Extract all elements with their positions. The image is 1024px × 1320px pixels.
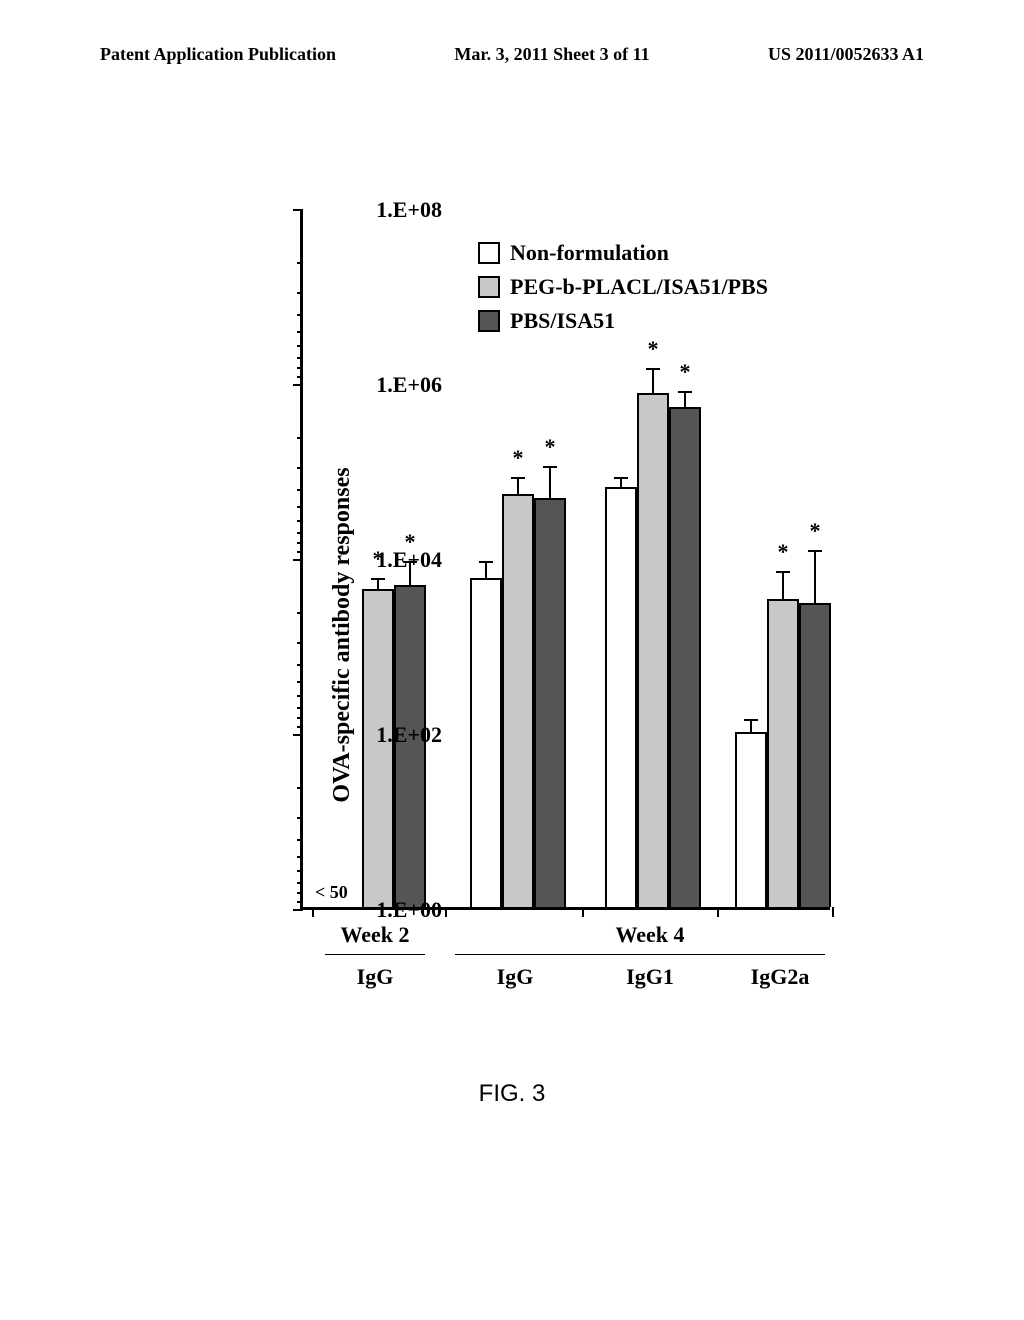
error-cap bbox=[614, 477, 628, 479]
y-minor-tick bbox=[297, 817, 303, 819]
y-minor-tick bbox=[297, 726, 303, 728]
bar-chart: OVA-specific antibody responses Non-form… bbox=[180, 200, 860, 1070]
y-minor-tick bbox=[297, 292, 303, 294]
header-left: Patent Application Publication bbox=[100, 44, 336, 65]
y-minor-tick bbox=[297, 839, 303, 841]
y-minor-tick bbox=[297, 357, 303, 359]
error-cap bbox=[808, 550, 822, 552]
bar-group: ** bbox=[735, 599, 831, 907]
y-minor-tick bbox=[297, 664, 303, 666]
significance-marker: * bbox=[648, 336, 659, 362]
y-minor-tick bbox=[297, 506, 303, 508]
legend-swatch bbox=[478, 276, 500, 298]
y-minor-tick bbox=[297, 870, 303, 872]
y-minor-tick bbox=[297, 882, 303, 884]
y-minor-tick bbox=[297, 331, 303, 333]
y-tick-label: 1.E+08 bbox=[376, 197, 442, 223]
x-tick bbox=[445, 907, 447, 917]
legend-item: PBS/ISA51 bbox=[478, 308, 768, 334]
significance-marker: * bbox=[778, 539, 789, 565]
y-minor-tick bbox=[297, 542, 303, 544]
y-minor-tick bbox=[297, 612, 303, 614]
y-minor-tick bbox=[297, 717, 303, 719]
header-right: US 2011/0052633 A1 bbox=[768, 44, 924, 65]
error-cap bbox=[371, 578, 385, 580]
y-minor-tick bbox=[297, 681, 303, 683]
error-cap bbox=[776, 571, 790, 573]
legend-label: PEG-b-PLACL/ISA51/PBS bbox=[510, 274, 768, 300]
header-center: Mar. 3, 2011 Sheet 3 of 11 bbox=[454, 44, 649, 65]
x-tick bbox=[312, 907, 314, 917]
y-tick-label: 1.E+02 bbox=[376, 722, 442, 748]
bar-group: ** bbox=[470, 494, 566, 907]
y-minor-tick bbox=[297, 551, 303, 553]
y-minor-tick bbox=[297, 787, 303, 789]
figure-caption: FIG. 3 bbox=[479, 1080, 546, 1108]
y-minor-tick bbox=[297, 376, 303, 378]
bar bbox=[637, 393, 669, 908]
week-label: Week 2 bbox=[340, 922, 409, 948]
error-cap bbox=[646, 368, 660, 370]
error-cap bbox=[511, 477, 525, 479]
bar bbox=[605, 487, 637, 907]
y-minor-tick bbox=[297, 367, 303, 369]
y-minor-tick bbox=[297, 707, 303, 709]
ig-label: IgG1 bbox=[626, 964, 674, 990]
bar-group: ** bbox=[605, 393, 701, 908]
y-tick bbox=[293, 909, 303, 911]
y-minor-tick bbox=[297, 262, 303, 264]
week-label: Week 4 bbox=[615, 922, 684, 948]
error-cap bbox=[543, 466, 557, 468]
bar bbox=[767, 599, 799, 907]
legend-label: Non-formulation bbox=[510, 240, 669, 266]
y-minor-tick bbox=[297, 892, 303, 894]
legend: Non-formulation PEG-b-PLACL/ISA51/PBS PB… bbox=[478, 240, 768, 342]
y-tick-label: 1.E+04 bbox=[376, 547, 442, 573]
error-cap bbox=[678, 391, 692, 393]
y-minor-tick bbox=[297, 695, 303, 697]
legend-item: Non-formulation bbox=[478, 240, 768, 266]
error-cap bbox=[479, 561, 493, 563]
y-minor-tick bbox=[297, 314, 303, 316]
legend-label: PBS/ISA51 bbox=[510, 308, 615, 334]
y-minor-tick bbox=[297, 520, 303, 522]
significance-marker: * bbox=[810, 518, 821, 544]
y-tick bbox=[293, 559, 303, 561]
bar bbox=[502, 494, 534, 907]
ig-label: IgG2a bbox=[751, 964, 810, 990]
y-minor-tick bbox=[297, 467, 303, 469]
group-underline bbox=[325, 954, 425, 955]
y-tick-label: 1.E+00 bbox=[376, 897, 442, 923]
legend-item: PEG-b-PLACL/ISA51/PBS bbox=[478, 274, 768, 300]
ig-label: IgG bbox=[357, 964, 394, 990]
y-minor-tick bbox=[297, 345, 303, 347]
y-tick bbox=[293, 384, 303, 386]
y-tick bbox=[293, 209, 303, 211]
bar bbox=[735, 732, 767, 907]
error-cap bbox=[744, 719, 758, 721]
legend-swatch bbox=[478, 310, 500, 332]
significance-marker: * bbox=[545, 434, 556, 460]
x-tick bbox=[832, 907, 834, 917]
page-header: Patent Application Publication Mar. 3, 2… bbox=[0, 44, 1024, 65]
y-minor-tick bbox=[297, 901, 303, 903]
ig-label: IgG bbox=[497, 964, 534, 990]
bar bbox=[799, 603, 831, 908]
y-tick-label: 1.E+06 bbox=[376, 372, 442, 398]
y-minor-tick bbox=[297, 437, 303, 439]
bar bbox=[534, 498, 566, 908]
y-minor-tick bbox=[297, 532, 303, 534]
y-minor-tick bbox=[297, 489, 303, 491]
x-tick bbox=[717, 907, 719, 917]
x-tick bbox=[582, 907, 584, 917]
significance-marker: * bbox=[513, 445, 524, 471]
y-minor-tick bbox=[297, 642, 303, 644]
significance-marker: * bbox=[680, 359, 691, 385]
group-underline bbox=[455, 954, 825, 955]
bar bbox=[669, 407, 701, 908]
bar bbox=[470, 578, 502, 907]
y-minor-tick bbox=[297, 856, 303, 858]
legend-swatch bbox=[478, 242, 500, 264]
y-tick bbox=[293, 734, 303, 736]
